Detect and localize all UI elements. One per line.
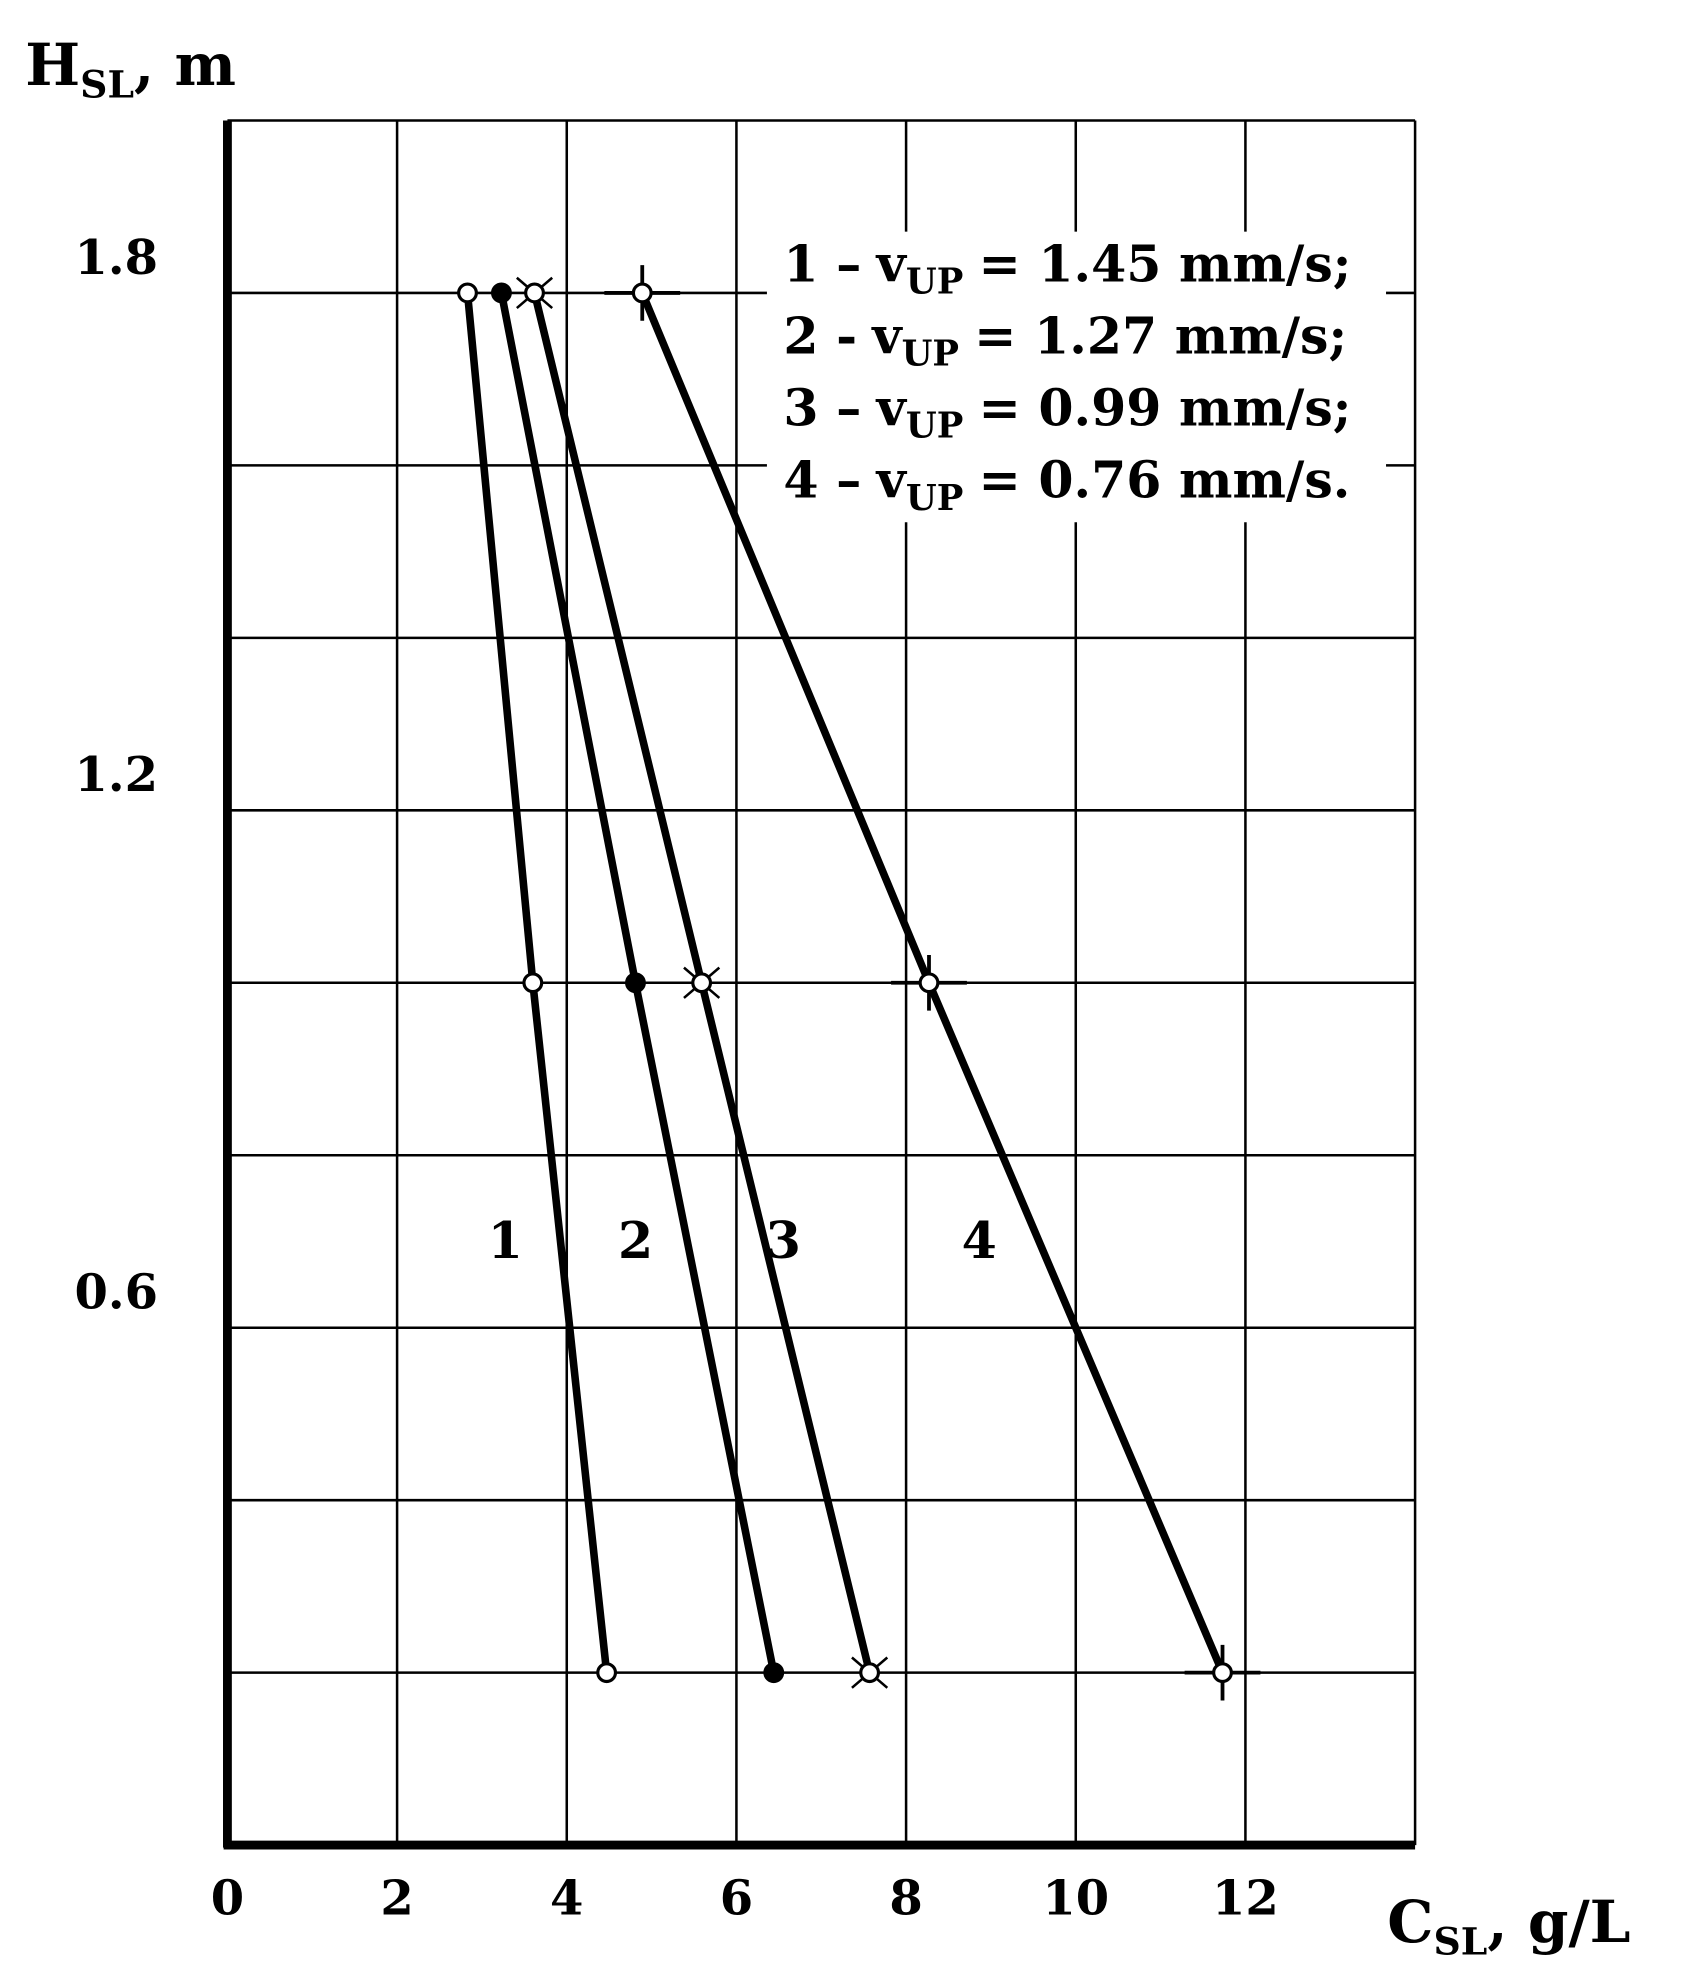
legend-prefix: 3 – bbox=[783, 378, 861, 437]
legend-text: = 0.99 mm/s; bbox=[978, 378, 1351, 437]
marker bbox=[516, 276, 554, 310]
series-label: 3 bbox=[766, 1211, 801, 1270]
legend-text: = 1.27 mm/s; bbox=[974, 306, 1347, 365]
marker bbox=[683, 966, 721, 999]
marker bbox=[891, 954, 967, 1011]
legend-var: v bbox=[876, 378, 908, 437]
legend-prefix: 1 – bbox=[783, 234, 861, 293]
marker bbox=[457, 282, 478, 304]
legend-prefix: 2 - bbox=[783, 306, 857, 365]
marker bbox=[522, 972, 544, 994]
series-label: 1 bbox=[488, 1211, 523, 1270]
legend-sub: UP bbox=[906, 406, 963, 447]
x-tick-label: 8 bbox=[889, 1870, 922, 1926]
marker bbox=[851, 1656, 889, 1689]
y-tick-label: 0.6 bbox=[74, 1265, 158, 1321]
x-axis-label-rest: , g/L bbox=[1487, 1887, 1630, 1956]
marker-dot bbox=[625, 972, 646, 994]
y-axis-label-sub: SL bbox=[80, 62, 134, 106]
series-label: 2 bbox=[618, 1211, 653, 1270]
marker bbox=[604, 265, 681, 321]
x-tick-label: 2 bbox=[380, 1870, 413, 1926]
legend-sub: UP bbox=[906, 262, 963, 303]
legend-var: v bbox=[871, 306, 903, 365]
y-tick-label: 1.2 bbox=[74, 747, 158, 803]
y-axis-label-main: H bbox=[25, 30, 80, 99]
x-axis-label: CSL, g/L bbox=[1387, 1887, 1630, 1963]
legend-var: v bbox=[876, 450, 908, 509]
y-axis-label: HSL, m bbox=[25, 30, 236, 106]
series-label: 4 bbox=[962, 1211, 997, 1270]
x-tick-label: 4 bbox=[550, 1870, 583, 1926]
x-tick-label: 0 bbox=[211, 1870, 244, 1926]
legend-box bbox=[766, 231, 1387, 523]
marker bbox=[491, 282, 512, 304]
legend-text: = 0.76 mm/s. bbox=[978, 450, 1350, 509]
x-tick-label: 6 bbox=[720, 1870, 753, 1926]
legend-var: v bbox=[876, 234, 908, 293]
marker bbox=[596, 1662, 618, 1684]
marker-dot bbox=[691, 972, 713, 994]
marker-dot bbox=[524, 282, 545, 304]
legend-entry: 3 – vUP = 0.99 mm/s; bbox=[783, 378, 1351, 446]
x-axis-label-sub: SL bbox=[1434, 1919, 1488, 1963]
y-axis-label-rest: , m bbox=[134, 30, 236, 99]
marker-dot bbox=[1212, 1662, 1233, 1684]
legend-entry: 2 - vUP = 1.27 mm/s; bbox=[783, 306, 1347, 374]
legend-entry: 1 – vUP = 1.45 mm/s; bbox=[783, 234, 1351, 302]
legend-entry: 4 – vUP = 0.76 mm/s. bbox=[783, 450, 1350, 518]
legend-sub: UP bbox=[902, 334, 959, 375]
marker-dot bbox=[918, 972, 940, 994]
legend-prefix: 4 – bbox=[783, 450, 861, 509]
marker bbox=[625, 972, 646, 994]
legend-sub: UP bbox=[906, 478, 963, 519]
x-axis-label-main: C bbox=[1387, 1887, 1433, 1956]
marker-dot bbox=[631, 282, 653, 304]
marker bbox=[763, 1662, 785, 1684]
marker-dot bbox=[491, 282, 512, 304]
x-tick-label: 12 bbox=[1212, 1870, 1279, 1926]
marker bbox=[1184, 1644, 1261, 1701]
marker-dot bbox=[763, 1662, 785, 1684]
marker-dot bbox=[457, 282, 478, 304]
marker-dot bbox=[596, 1662, 618, 1684]
x-tick-label: 10 bbox=[1042, 1870, 1109, 1926]
legend-text: = 1.45 mm/s; bbox=[978, 234, 1351, 293]
marker-dot bbox=[522, 972, 544, 994]
y-tick-label: 1.8 bbox=[74, 230, 158, 286]
marker-dot bbox=[859, 1662, 881, 1684]
